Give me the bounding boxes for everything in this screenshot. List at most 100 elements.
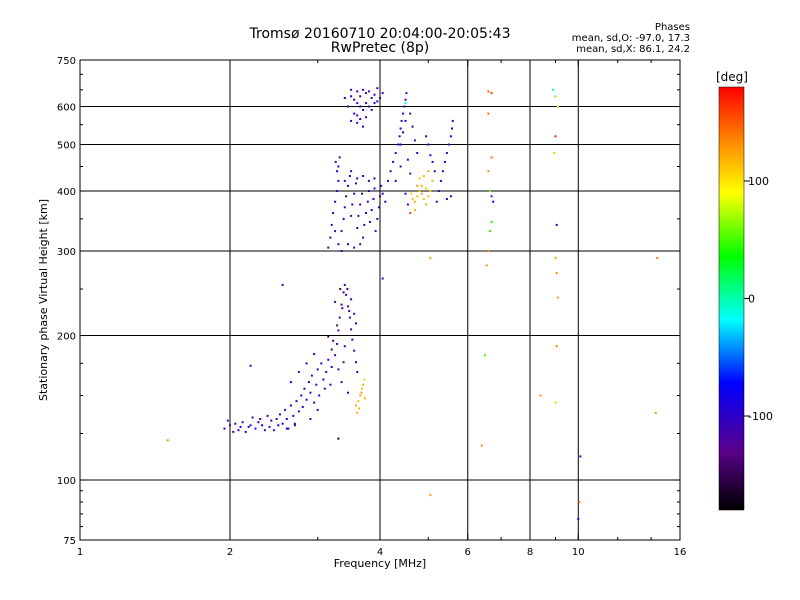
x-tick-label: 16 [674, 547, 687, 558]
data-point [445, 152, 448, 154]
data-point [411, 125, 414, 128]
data-point [337, 165, 340, 168]
data-point [420, 184, 423, 187]
data-point [425, 203, 428, 206]
data-point [404, 119, 407, 122]
data-point [329, 383, 332, 386]
data-point [554, 257, 557, 260]
data-point [334, 230, 337, 233]
data-point [284, 408, 287, 411]
data-point [451, 119, 454, 122]
data-point [309, 391, 312, 394]
data-point [447, 143, 450, 146]
data-point [332, 212, 335, 214]
data-point [377, 206, 380, 209]
data-point [315, 383, 318, 386]
data-point [429, 257, 432, 260]
data-point [394, 152, 397, 154]
data-point [330, 366, 333, 368]
data-point [427, 143, 430, 146]
data-point [337, 437, 340, 440]
data-point [367, 179, 370, 182]
data-point [268, 425, 271, 428]
data-point [403, 105, 406, 108]
x-tick-label: 10 [572, 547, 585, 558]
y-tick-label: 600 [57, 103, 76, 114]
data-point [404, 98, 407, 101]
chart-title-line1: Tromsø 20160710 20:04:00-20:05:43 [249, 26, 511, 42]
data-point [449, 135, 452, 138]
data-point [334, 160, 337, 163]
data-point [359, 243, 362, 246]
data-point [297, 370, 300, 373]
data-point [300, 394, 303, 397]
data-point [359, 118, 362, 120]
data-point [341, 307, 344, 310]
data-point [337, 179, 340, 182]
data-point [437, 190, 440, 192]
data-point [399, 143, 402, 146]
data-point [357, 214, 360, 217]
data-point [490, 92, 493, 95]
data-point [234, 422, 237, 425]
data-point [376, 87, 379, 90]
data-point [370, 209, 373, 212]
data-point [429, 154, 432, 157]
data-point [343, 345, 346, 348]
data-point [334, 354, 337, 357]
data-point [416, 195, 419, 198]
data-point [556, 296, 559, 299]
data-point [249, 424, 252, 427]
data-point [351, 203, 354, 206]
data-point [487, 90, 490, 93]
x-tick-label: 8 [527, 547, 533, 558]
data-point [318, 394, 321, 397]
data-point [380, 184, 383, 187]
data-point [553, 152, 556, 154]
y-tick-label: 500 [57, 141, 76, 152]
data-point [356, 370, 359, 373]
data-point [356, 90, 359, 93]
data-point [301, 405, 304, 408]
y-tick-label: 400 [57, 187, 76, 198]
data-point [362, 175, 365, 177]
data-point [342, 361, 345, 364]
y-tick-label: 75 [63, 536, 76, 547]
data-point [373, 93, 376, 96]
data-point [356, 177, 359, 180]
data-point [305, 362, 308, 365]
data-point [355, 404, 357, 407]
data-point [445, 198, 448, 200]
data-point [429, 494, 432, 497]
data-point [289, 381, 292, 384]
data-point [353, 312, 356, 315]
data-point [410, 192, 413, 195]
x-axis-label: Frequency [MHz] [334, 557, 426, 570]
data-point [346, 288, 349, 290]
data-point [261, 424, 264, 427]
data-point [366, 200, 369, 203]
data-point [399, 165, 402, 168]
data-point [166, 439, 169, 442]
data-point [327, 246, 330, 249]
data-point [369, 220, 371, 223]
data-point [340, 303, 343, 306]
data-point [343, 283, 346, 286]
data-point [338, 316, 341, 319]
data-point [552, 88, 555, 91]
data-point [287, 427, 290, 430]
data-point [356, 227, 359, 229]
data-point [379, 195, 381, 198]
data-point [422, 198, 425, 200]
data-point [363, 223, 366, 226]
data-point [402, 131, 405, 134]
data-point [297, 410, 300, 413]
data-point [490, 156, 493, 159]
data-point [361, 387, 363, 390]
data-point [350, 298, 353, 301]
data-point [356, 102, 359, 105]
data-point [409, 212, 412, 214]
data-point [376, 100, 379, 103]
data-point [656, 257, 659, 260]
